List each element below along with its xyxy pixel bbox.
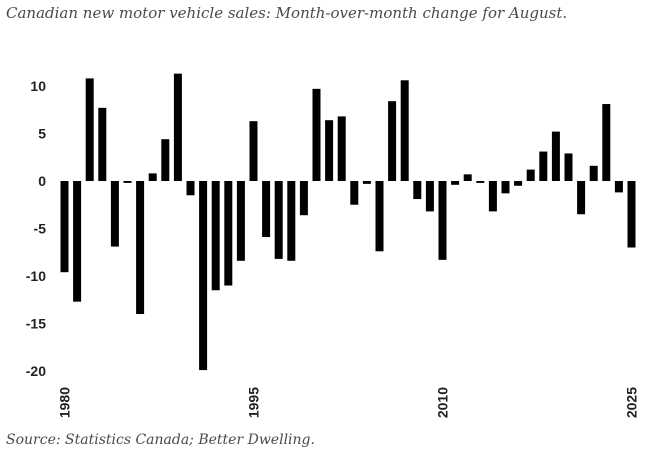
bar-1982 (85, 78, 94, 181)
bar-2017 (526, 169, 535, 181)
bar-2010 (438, 181, 447, 260)
bar-2023 (602, 104, 611, 181)
bar-2022 (589, 165, 598, 181)
bar-2005 (375, 181, 384, 252)
bar-2025 (627, 181, 636, 248)
x-axis-ticks: 1980 1995 2010 2025 (57, 387, 640, 418)
y-tick-label: -15 (26, 316, 46, 332)
y-tick-label: 5 (38, 126, 46, 142)
x-tick-label: 2025 (624, 387, 640, 418)
bar-2001 (325, 120, 334, 181)
bar-2014 (488, 181, 497, 212)
bar-1980 (60, 181, 69, 273)
bar-1990 (186, 181, 195, 196)
bar-2007 (400, 80, 409, 181)
y-tick-label: -20 (26, 363, 46, 379)
bar-2004 (362, 181, 371, 184)
y-axis-ticks: 10 5 0 -5 -10 -15 -20 (26, 78, 46, 379)
y-tick-label: -10 (26, 268, 46, 284)
bar-1995 (249, 121, 258, 181)
bar-1988 (161, 139, 170, 181)
bar-1992 (211, 181, 220, 291)
bar-1983 (98, 107, 107, 181)
bar-2021 (577, 181, 586, 215)
bar-2006 (388, 101, 397, 181)
bar-2024 (614, 181, 623, 193)
y-tick-label: 10 (30, 78, 46, 94)
x-tick-label: 1980 (57, 387, 73, 418)
bar-1998 (287, 181, 296, 261)
bar-2015 (501, 181, 510, 194)
bar-1985 (123, 181, 132, 183)
bar-2003 (350, 181, 359, 205)
chart-title: Canadian new motor vehicle sales: Month-… (6, 4, 568, 22)
bar-1986 (136, 181, 145, 314)
bar-2013 (476, 181, 485, 183)
bar-2019 (551, 131, 560, 181)
bar-1987 (148, 173, 157, 181)
bar-1984 (110, 181, 119, 247)
bar-2018 (539, 151, 548, 181)
bar-1997 (274, 181, 283, 259)
y-tick-label: -5 (34, 221, 47, 237)
bar-1996 (262, 181, 271, 238)
source-note: Source: Statistics Canada; Better Dwelli… (6, 432, 315, 448)
bar-1989 (173, 73, 182, 181)
bar-2008 (413, 181, 422, 200)
bar-series (60, 73, 636, 371)
bar-1999 (299, 181, 308, 216)
bar-2020 (564, 153, 573, 181)
bar-1991 (199, 181, 208, 371)
bar-2016 (514, 181, 523, 186)
bar-2000 (312, 88, 321, 181)
bar-2011 (451, 181, 460, 185)
bar-2009 (425, 181, 434, 212)
y-tick-label: 0 (38, 173, 46, 189)
x-tick-label: 2010 (435, 387, 451, 418)
bar-2002 (337, 116, 346, 181)
bar-2012 (463, 174, 472, 181)
bar-1981 (73, 181, 82, 302)
bar-1994 (236, 181, 245, 261)
x-tick-label: 1995 (246, 387, 262, 418)
bar-1993 (224, 181, 233, 286)
